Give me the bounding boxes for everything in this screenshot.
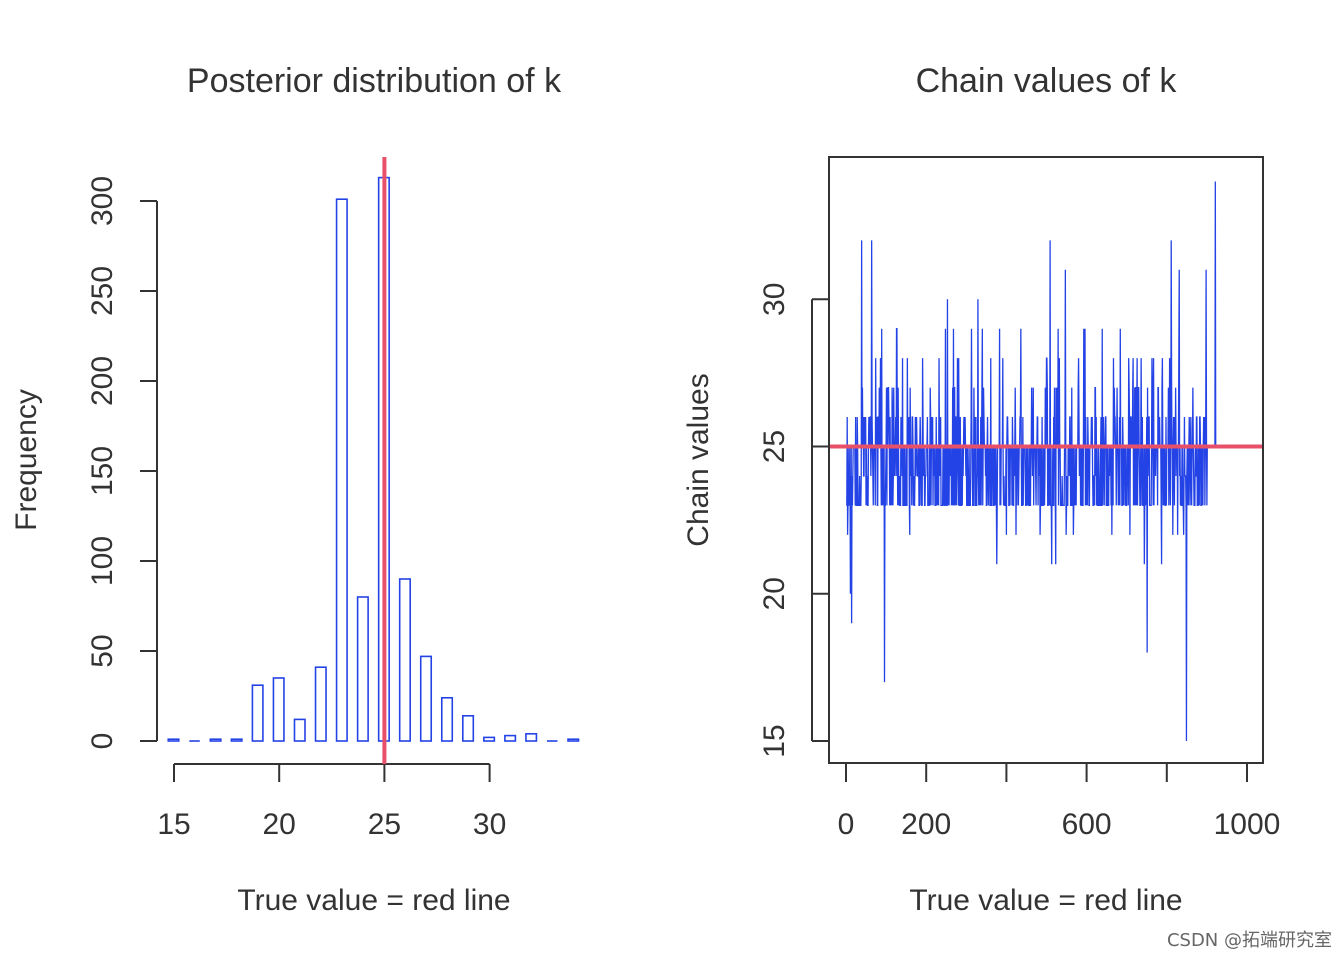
histogram-bar: [251, 684, 264, 742]
histogram-y-tick-label: 50: [86, 634, 119, 667]
histogram-bar: [335, 198, 348, 742]
trace-y-tick-label: 15: [758, 724, 791, 757]
trace-x-label: True value = red line: [909, 884, 1182, 917]
trace-chain-line: [846, 181, 1247, 742]
histogram-title: Posterior distribution of k: [187, 62, 562, 100]
trace-x-tick-label: 600: [1062, 808, 1112, 841]
histogram-bar: [567, 738, 580, 742]
watermark: CSDN @拓端研究室: [1166, 930, 1332, 951]
histogram-y-tick-label: 100: [86, 536, 119, 586]
trace-x-tick-label: 0: [838, 808, 855, 841]
trace-x-tick-label: 200: [901, 808, 951, 841]
histogram-y-tick-label: 300: [86, 176, 119, 226]
histogram-x-tick-label: 25: [368, 808, 401, 841]
trace-y-tick-label: 25: [758, 430, 791, 463]
histogram-bar: [483, 736, 496, 742]
histogram-bar: [398, 578, 411, 742]
histogram-bar: [462, 714, 475, 742]
trace-panel: Chain values of k True value = red line …: [682, 62, 1280, 917]
histogram-bar: [356, 596, 369, 742]
histogram-bar: [293, 718, 306, 742]
trace-plot-box: [828, 156, 1264, 764]
histogram-y-tick-label: 0: [86, 733, 119, 750]
trace-y-tick-label: 20: [758, 577, 791, 610]
histogram-bar: [440, 696, 454, 742]
histogram-bar: [525, 732, 538, 742]
trace-y-label: Chain values: [682, 373, 715, 546]
histogram-panel: Posterior distribution of k True value =…: [10, 62, 580, 917]
histogram-y-tick-label: 150: [86, 446, 119, 496]
histogram-y-tick-label: 250: [86, 266, 119, 316]
histogram-x-tick-label: 15: [157, 808, 190, 841]
histogram-bar: [272, 677, 285, 742]
histogram-y-tick-label: 200: [86, 356, 119, 406]
trace-y-axis: 15 20 25 30: [758, 283, 829, 758]
histogram-x-axis: 15 20 25 30: [157, 763, 506, 841]
histogram-x-tick-label: 20: [263, 808, 296, 841]
histogram-y-label: Frequency: [10, 389, 43, 531]
trace-y-tick-label: 30: [758, 283, 791, 316]
histogram-x-label: True value = red line: [237, 884, 510, 917]
histogram-bar: [504, 734, 517, 742]
histogram-bar: [167, 738, 180, 742]
histogram-bar: [230, 738, 243, 742]
trace-x-tick-label: 1000: [1214, 808, 1281, 841]
trace-x-axis: 0 200 600 1000: [838, 762, 1281, 841]
histogram-x-tick-label: 30: [473, 808, 506, 841]
histogram-bar: [209, 738, 222, 742]
histogram-bar: [419, 655, 433, 742]
histogram-bar: [314, 666, 327, 742]
trace-title: Chain values of k: [916, 62, 1178, 100]
histogram-y-axis: 0 50 100 150 200 250 300: [86, 176, 158, 750]
